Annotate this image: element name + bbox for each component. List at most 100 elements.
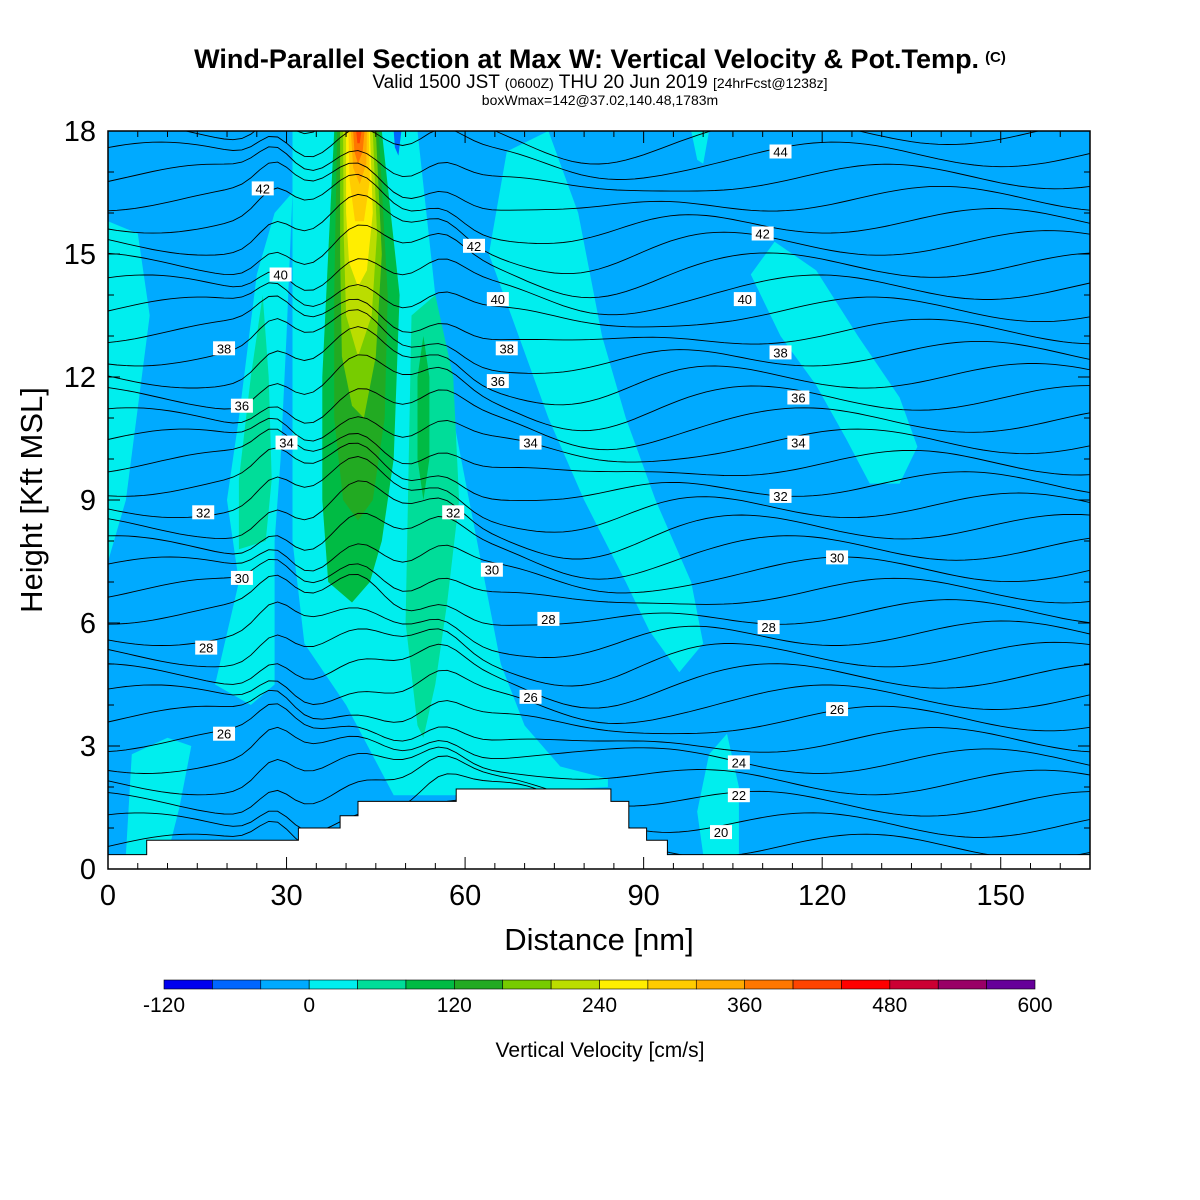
theta-label-box bbox=[213, 341, 236, 356]
plume-terrain-left bbox=[125, 737, 192, 855]
theta-line bbox=[108, 558, 1090, 605]
theta-labels: 42 40 38 36 34 32 30 28 26 42 40 38 36 34 32 30 28 26 44 42… bbox=[192, 144, 849, 840]
chart-title-text: Wind-Parallel Section at Max W: Vertical… bbox=[194, 44, 980, 74]
colorbar-swatch bbox=[889, 979, 939, 990]
plume-right-core bbox=[417, 336, 430, 500]
theta-label-box bbox=[519, 689, 542, 704]
theta-label: 26 bbox=[523, 690, 537, 705]
y-tick-label: 9 bbox=[80, 485, 96, 517]
theta-label: 38 bbox=[217, 341, 231, 356]
theta-line bbox=[108, 416, 1090, 463]
theta-label: 34 bbox=[279, 436, 293, 451]
theta-label-box bbox=[769, 488, 792, 503]
core-red bbox=[356, 131, 362, 144]
plume-right bbox=[750, 241, 918, 484]
chart-box-info: boxWmax=142@37.02,140.48,1783m bbox=[481, 92, 719, 108]
y-axis-label: Height [Kft MSL] bbox=[14, 387, 49, 613]
theta-label: 34 bbox=[523, 436, 537, 451]
theta-label: 30 bbox=[485, 563, 499, 578]
theta-line bbox=[108, 703, 1090, 753]
y-tick-label: 3 bbox=[80, 731, 96, 763]
theta-label-box bbox=[463, 238, 486, 253]
theta-label: 28 bbox=[761, 620, 775, 635]
theta-label: 30 bbox=[235, 571, 249, 586]
y-tick-label: 6 bbox=[80, 608, 96, 640]
theta-line bbox=[108, 456, 1090, 533]
theta-line bbox=[108, 669, 1090, 724]
colorbar-swatch bbox=[502, 979, 552, 990]
theta-label: 36 bbox=[235, 399, 249, 414]
theta-line bbox=[108, 295, 1090, 345]
colorbar-swatch bbox=[792, 979, 842, 990]
theta-label-box bbox=[757, 620, 780, 635]
theta-label-box bbox=[251, 181, 274, 196]
copyright-mark: (C) bbox=[985, 49, 1006, 66]
theta-line bbox=[108, 282, 1090, 328]
theta-label-box bbox=[192, 505, 215, 520]
plume-top-small bbox=[691, 131, 710, 164]
theta-line bbox=[108, 146, 1090, 192]
theta-line bbox=[108, 628, 1090, 687]
theta-label-box bbox=[537, 611, 560, 626]
theta-label: 42 bbox=[467, 239, 481, 254]
theta-line bbox=[108, 161, 1090, 212]
theta-line bbox=[108, 689, 1090, 735]
y-tick-label: 18 bbox=[64, 116, 96, 148]
colorbar-swatch bbox=[744, 979, 794, 990]
colorbar-swatch bbox=[937, 979, 987, 990]
theta-label-box bbox=[769, 345, 792, 360]
chart-subtitle: Valid 1500 JST (0600Z) THU 20 Jun 2019 [… bbox=[0, 72, 1200, 94]
colorbar-swatch bbox=[260, 979, 310, 990]
theta-label-box bbox=[787, 390, 810, 405]
theta-label-box bbox=[769, 144, 792, 159]
colorbar-swatch bbox=[550, 979, 600, 990]
colorbar-swatch bbox=[163, 979, 213, 990]
theta-label: 24 bbox=[732, 755, 746, 770]
colorbar-swatch bbox=[357, 979, 407, 990]
theta-label-box bbox=[519, 435, 542, 450]
valid-time: Valid 1500 JST bbox=[372, 72, 500, 93]
theta-label: 42 bbox=[755, 227, 769, 242]
theta-label: 40 bbox=[491, 292, 505, 307]
theta-label: 26 bbox=[217, 727, 231, 742]
colorbar-tick-label: 480 bbox=[872, 994, 907, 1017]
colorbar-tick-label: -120 bbox=[143, 994, 185, 1017]
colorbar-tick-label: 360 bbox=[727, 994, 762, 1017]
colorbar-swatch bbox=[308, 979, 358, 990]
theta-label-box bbox=[275, 435, 298, 450]
theta-label-box bbox=[733, 292, 756, 307]
y-tick-label: 0 bbox=[80, 854, 96, 886]
theta-label-box bbox=[195, 640, 218, 655]
x-tick-label: 60 bbox=[449, 880, 481, 912]
theta-line bbox=[108, 512, 1090, 580]
theta-line bbox=[108, 193, 1090, 275]
theta-label-box bbox=[230, 398, 253, 413]
theta-label: 36 bbox=[491, 374, 505, 389]
colorbar-swatch bbox=[986, 979, 1036, 990]
x-tick-label: 90 bbox=[628, 880, 660, 912]
colorbar-tick-label: 120 bbox=[437, 994, 472, 1017]
core-darkorange bbox=[353, 131, 365, 164]
theta-label-box bbox=[442, 505, 465, 520]
velocity-field bbox=[108, 131, 1090, 869]
theta-label: 38 bbox=[500, 341, 514, 356]
valid-utc: (0600Z) bbox=[504, 75, 554, 91]
theta-line bbox=[108, 326, 1090, 406]
x-tick-label: 30 bbox=[270, 880, 302, 912]
x-tick-label: 120 bbox=[798, 880, 846, 912]
theta-label: 20 bbox=[714, 825, 728, 840]
axis-ticks bbox=[107, 130, 1091, 870]
theta-label-box bbox=[727, 788, 750, 803]
theta-label: 28 bbox=[199, 641, 213, 656]
theta-label: 44 bbox=[773, 145, 787, 160]
theta-label: 32 bbox=[446, 505, 460, 520]
theta-label-box bbox=[751, 226, 774, 241]
theta-label: 38 bbox=[773, 345, 787, 360]
colorbar-swatch bbox=[647, 979, 697, 990]
theta-line bbox=[108, 643, 1090, 709]
colorbar-swatch bbox=[212, 979, 262, 990]
theta-line bbox=[108, 388, 1090, 451]
theta-line bbox=[108, 574, 1090, 626]
theta-label-box bbox=[486, 374, 509, 389]
theta-label-box bbox=[826, 702, 849, 717]
